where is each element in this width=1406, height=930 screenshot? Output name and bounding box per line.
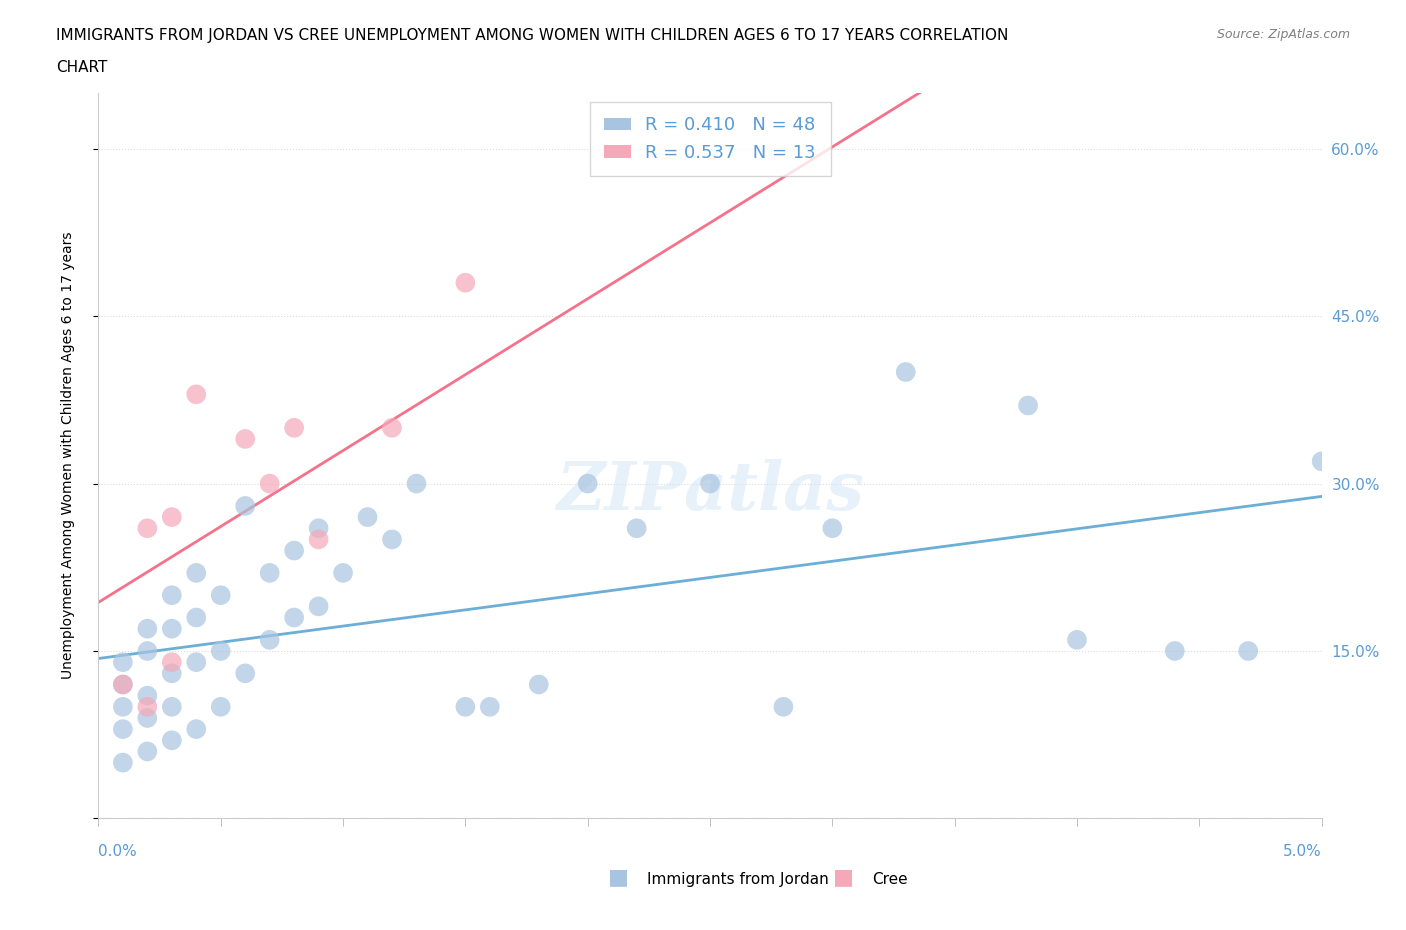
Point [136,699,159,714]
Point [356,510,378,525]
Text: CHART: CHART [56,60,108,75]
Point [405,476,427,491]
Point [381,532,404,547]
Point [136,688,159,703]
Point [699,476,721,491]
Point [259,565,281,580]
Point [283,420,305,435]
Point [186,387,208,402]
Point [308,521,330,536]
Point [111,677,134,692]
Point [1066,30,1088,45]
Point [527,677,550,692]
Point [308,599,330,614]
Point [478,699,501,714]
Text: 0.0%: 0.0% [98,844,138,858]
Point [136,521,159,536]
Point [209,699,232,714]
Point [160,621,183,636]
Point [1237,644,1260,658]
Text: ZIPatlas: ZIPatlas [557,459,863,525]
Point [160,666,183,681]
Point [332,565,354,580]
Y-axis label: Unemployment Among Women with Children Ages 6 to 17 years: Unemployment Among Women with Children A… [60,232,75,680]
Point [454,699,477,714]
Point [136,621,159,636]
Text: Immigrants from Jordan: Immigrants from Jordan [647,871,828,886]
Point [283,543,305,558]
Text: ■: ■ [609,868,628,887]
Text: Cree: Cree [872,871,907,886]
Point [1164,644,1187,658]
Point [894,365,917,379]
Point [233,498,256,513]
Point [186,610,208,625]
Point [308,532,330,547]
Point [772,699,794,714]
Text: IMMIGRANTS FROM JORDAN VS CREE UNEMPLOYMENT AMONG WOMEN WITH CHILDREN AGES 6 TO : IMMIGRANTS FROM JORDAN VS CREE UNEMPLOYM… [56,28,1008,43]
Point [111,699,134,714]
Point [233,666,256,681]
Point [233,432,256,446]
Point [186,655,208,670]
Point [259,476,281,491]
Point [283,610,305,625]
Point [209,588,232,603]
Point [576,476,599,491]
Point [160,733,183,748]
Point [111,755,134,770]
Point [160,699,183,714]
Point [1066,632,1088,647]
Point [186,722,208,737]
Point [626,521,648,536]
Legend: R = 0.410   N = 48, R = 0.537   N = 13: R = 0.410 N = 48, R = 0.537 N = 13 [589,102,831,176]
Point [259,632,281,647]
Point [1310,454,1333,469]
Point [209,644,232,658]
Point [454,275,477,290]
Point [381,420,404,435]
Point [186,565,208,580]
Point [1017,398,1039,413]
Text: Source: ZipAtlas.com: Source: ZipAtlas.com [1216,28,1350,41]
Point [160,510,183,525]
Text: ■: ■ [834,868,853,887]
Point [111,722,134,737]
Point [136,644,159,658]
Point [136,744,159,759]
Point [160,655,183,670]
Point [136,711,159,725]
Point [111,655,134,670]
Point [111,677,134,692]
Text: 5.0%: 5.0% [1282,844,1322,858]
Point [821,521,844,536]
Point [160,588,183,603]
